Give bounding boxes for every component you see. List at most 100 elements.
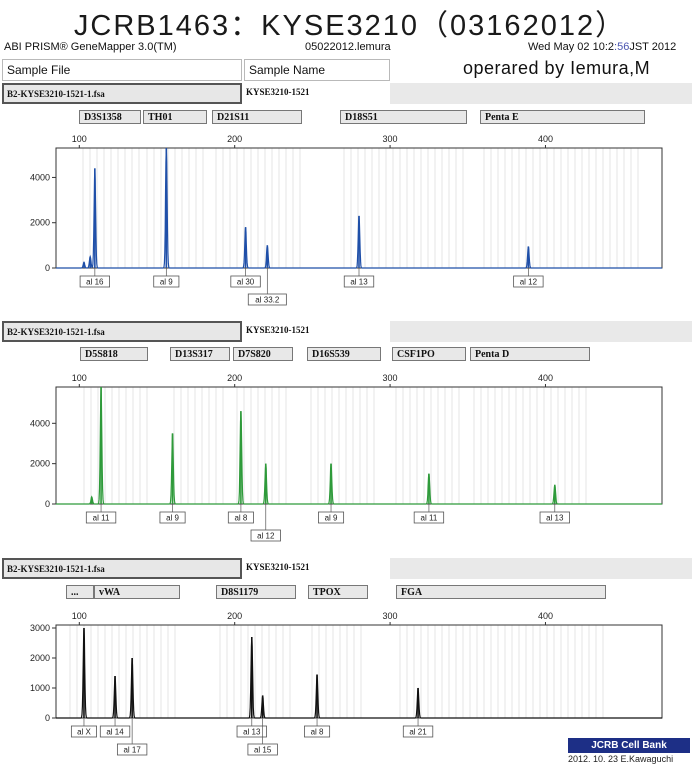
marker-label[interactable]: CSF1PO [392, 347, 466, 361]
marker-label[interactable]: TPOX [308, 585, 368, 599]
y-tick-label: 0 [45, 713, 50, 723]
y-tick-label: 2000 [30, 653, 50, 663]
plot-frame [55, 624, 663, 719]
marker-label[interactable]: D13S317 [170, 347, 230, 361]
allele-label: al 13 [243, 728, 261, 737]
cell-bank-badge: JCRB Cell Bank [568, 738, 690, 753]
marker-label[interactable]: D8S1179 [216, 585, 296, 599]
sample-name: KYSE3210-1521 [246, 562, 310, 572]
row-shade [390, 321, 692, 342]
x-tick-label: 300 [383, 134, 398, 144]
allele-label: al 11 [421, 514, 438, 523]
x-tick-label: 100 [72, 134, 87, 144]
x-tick-label: 400 [538, 373, 553, 383]
allele-box [304, 725, 331, 738]
allele-label: al 13 [546, 514, 564, 523]
allele-label: al 16 [86, 278, 104, 287]
allele-box [413, 511, 445, 524]
y-tick-label: 2000 [30, 459, 50, 469]
x-tick-label: 400 [538, 134, 553, 144]
sample-name: KYSE3210-1521 [246, 87, 310, 97]
allele-label: al 14 [106, 728, 124, 737]
marker-label[interactable]: D3S1358 [79, 110, 141, 124]
allele-label: al 9 [325, 514, 338, 523]
marker-label[interactable]: Penta D [470, 347, 590, 361]
sample-file-row: B2-KYSE3210-1521-1.fsa KYSE3210-1521 [0, 83, 700, 105]
allele-label: al 12 [520, 278, 538, 287]
allele-label: al 17 [123, 746, 141, 755]
allele-label: al 13 [350, 278, 368, 287]
y-tick-label: 0 [45, 263, 50, 273]
allele-box [236, 725, 267, 738]
marker-label[interactable]: D5S818 [80, 347, 148, 361]
plot-frame [55, 147, 663, 269]
x-tick-label: 300 [383, 611, 398, 621]
sample-file-row: B2-KYSE3210-1521-1.fsa KYSE3210-1521 [0, 558, 700, 580]
allele-label: al 9 [160, 278, 173, 287]
allele-box [159, 511, 186, 524]
page-title: JCRB1463：KYSE3210（03162012） [73, 10, 627, 42]
sample-file-name[interactable]: B2-KYSE3210-1521-1.fsa [2, 558, 242, 579]
x-tick-label: 200 [227, 134, 242, 144]
allele-box [79, 275, 110, 288]
allele-box [247, 743, 278, 756]
x-tick-label: 400 [538, 611, 553, 621]
allele-box [116, 743, 148, 756]
software-name: ABI PRISM® GeneMapper 3.0(TM) [4, 41, 177, 53]
row-shade [390, 83, 692, 104]
allele-label: al 8 [234, 514, 247, 523]
allele-label: al 30 [237, 278, 255, 287]
allele-box [230, 275, 261, 288]
y-tick-label: 0 [45, 499, 50, 509]
run-datetime-start: Wed May 02 10:2 [528, 41, 615, 53]
marker-label[interactable]: Penta E [480, 110, 645, 124]
y-tick-label: 3000 [30, 623, 50, 633]
allele-box [227, 511, 254, 524]
run-datetime: Wed May 02 10:2:56JST 2012 [528, 41, 677, 53]
allele-box [153, 275, 180, 288]
signal-trace [56, 386, 662, 505]
sample-name-header: Sample Name [244, 59, 390, 81]
allele-label: al 8 [311, 728, 324, 737]
bin-guides [83, 387, 587, 504]
marker-label[interactable]: D21S11 [212, 110, 302, 124]
signal-trace [56, 627, 662, 719]
allele-label: al 12 [257, 532, 275, 541]
bin-guides [69, 625, 604, 718]
allele-label: al 33.2 [255, 296, 280, 305]
marker-label[interactable]: D7S820 [233, 347, 293, 361]
row-shade [390, 558, 692, 579]
marker-label[interactable]: vWA [94, 585, 180, 599]
y-tick-label: 1000 [30, 683, 50, 693]
allele-box [402, 725, 434, 738]
x-tick-label: 200 [227, 611, 242, 621]
sample-name: KYSE3210-1521 [246, 325, 310, 335]
allele-label: al 21 [409, 728, 427, 737]
plot-frame [55, 386, 663, 505]
y-tick-label: 4000 [30, 418, 50, 428]
allele-box [99, 725, 131, 738]
marker-label[interactable]: TH01 [143, 110, 207, 124]
allele-label: al 15 [254, 746, 272, 755]
allele-box [318, 511, 345, 524]
marker-label[interactable]: D18S51 [340, 110, 467, 124]
sample-file-header: Sample File [2, 59, 242, 81]
sample-file-name[interactable]: B2-KYSE3210-1521-1.fsa [2, 321, 242, 342]
allele-label: al 11 [93, 514, 110, 523]
signal-trace [56, 147, 662, 269]
allele-box [513, 275, 544, 288]
allele-box [250, 529, 281, 542]
credit-line: 2012. 10. 23 E.Kawaguchi [568, 754, 674, 764]
project-name: 05022012.lemura [305, 41, 391, 53]
x-tick-label: 100 [72, 611, 87, 621]
allele-box [539, 511, 570, 524]
y-tick-label: 4000 [30, 172, 50, 182]
allele-label: al 9 [166, 514, 179, 523]
marker-label[interactable]: FGA [396, 585, 606, 599]
operator-label: operared by Iemura,M [463, 58, 651, 78]
sample-file-name[interactable]: B2-KYSE3210-1521-1.fsa [2, 83, 242, 104]
marker-label[interactable]: ... [66, 585, 94, 599]
sample-file-row: B2-KYSE3210-1521-1.fsa KYSE3210-1521 [0, 321, 700, 343]
allele-label: al X [77, 728, 91, 737]
marker-label[interactable]: D16S539 [307, 347, 381, 361]
